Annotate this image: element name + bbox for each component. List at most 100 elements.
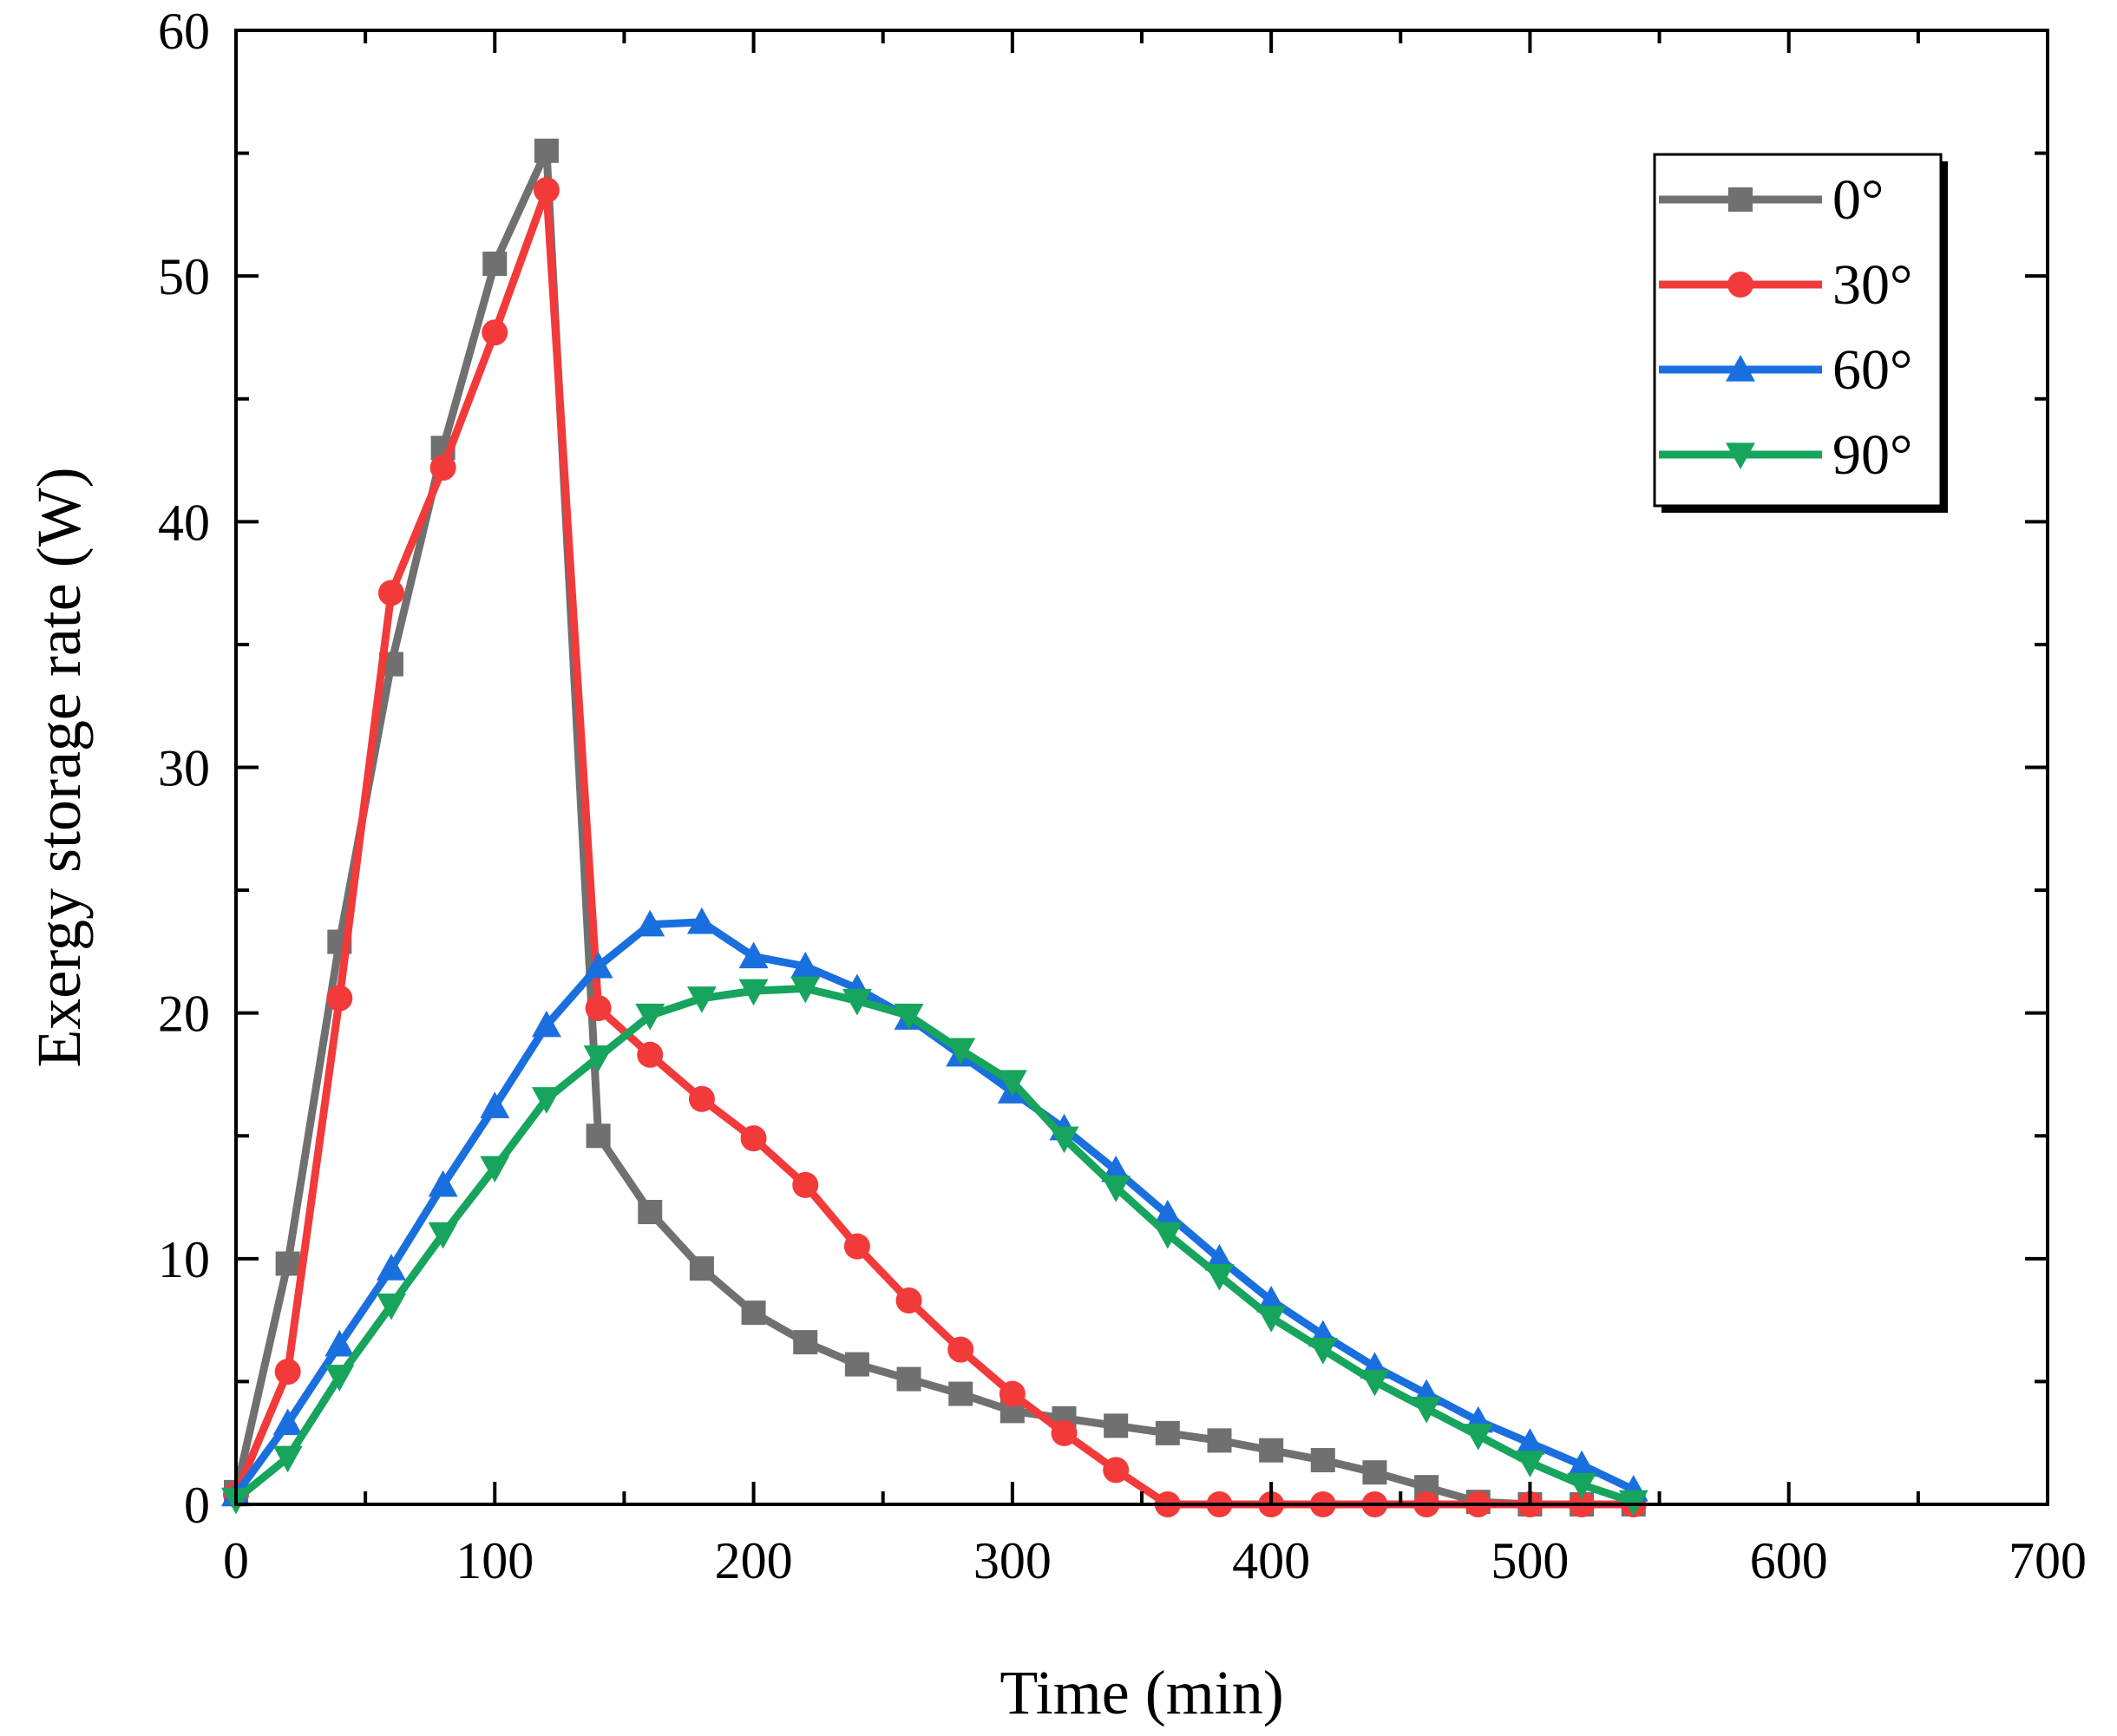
x-tick-label: 600 [1750, 1532, 1828, 1589]
data-point [895, 1287, 922, 1313]
legend-label: 90° [1832, 423, 1912, 487]
data-point [531, 1087, 561, 1114]
data-point [844, 1352, 869, 1377]
data-point [1515, 1451, 1545, 1477]
y-tick-label: 20 [158, 986, 210, 1043]
x-tick-label: 700 [2009, 1532, 2087, 1589]
legend-label: 0° [1832, 168, 1884, 232]
ticks-layer [234, 29, 2049, 1506]
data-point [686, 986, 717, 1013]
y-tick-label: 0 [184, 1477, 210, 1534]
legend-item: 60° [1659, 338, 1912, 402]
data-point [790, 976, 821, 1004]
data-point [1155, 1420, 1180, 1445]
data-point [686, 907, 717, 934]
data-point [480, 1091, 510, 1118]
x-tick-label: 0 [223, 1532, 249, 1589]
data-point [482, 319, 508, 346]
data-point [1463, 1424, 1493, 1451]
data-point [326, 985, 353, 1012]
data-point [1204, 1264, 1235, 1291]
data-point [1204, 1243, 1235, 1271]
legend-marker [1727, 272, 1753, 298]
x-tick-label: 400 [1232, 1532, 1310, 1589]
legend-marker [1726, 355, 1755, 382]
data-point [585, 995, 612, 1022]
data-point [377, 580, 404, 606]
y-tick-label: 10 [158, 1231, 210, 1288]
data-point [272, 1408, 303, 1436]
legend-marker [1728, 187, 1753, 212]
data-point [1104, 1413, 1129, 1438]
legend-items: 0° 30° 60° 90° [1659, 168, 1912, 487]
data-point [586, 1123, 611, 1149]
data-point [896, 1366, 921, 1392]
legend-item: 30° [1659, 253, 1912, 317]
data-point [324, 1365, 355, 1392]
data-point [793, 1330, 818, 1355]
legend: 0° 30° 60° 90° [1653, 153, 1948, 513]
data-point [534, 138, 559, 163]
series-triangle-down [221, 976, 1648, 1517]
y-tick-label: 40 [158, 494, 210, 551]
data-point [1567, 1450, 1597, 1477]
x-tick-label: 100 [456, 1532, 534, 1589]
data-point [428, 1222, 458, 1249]
data-point [635, 1003, 665, 1031]
data-point [376, 1254, 406, 1281]
data-point [1308, 1338, 1338, 1365]
legend-item: 0° [1659, 168, 1884, 232]
x-tick-label: 200 [715, 1532, 793, 1589]
data-point [275, 1251, 300, 1276]
data-point [583, 951, 613, 979]
data-point [1101, 1176, 1131, 1202]
data-point [792, 1171, 819, 1198]
data-point [1207, 1428, 1232, 1453]
data-point [428, 1169, 458, 1197]
y-axis-title: Exergy storage rate (W) [24, 467, 94, 1067]
data-point [946, 1038, 976, 1065]
data-point [376, 1294, 406, 1320]
data-point [324, 1329, 355, 1357]
data-point [274, 1359, 301, 1386]
data-point [583, 1045, 613, 1072]
data-point [1152, 1222, 1183, 1249]
y-tick-label: 30 [158, 740, 210, 797]
data-point [842, 988, 872, 1016]
data-point [738, 941, 769, 969]
data-point [533, 177, 560, 204]
x-axis-title: Time (min) [1000, 1658, 1283, 1727]
data-point [947, 1336, 974, 1363]
data-point [1362, 1460, 1387, 1485]
legend-item: 90° [1659, 423, 1912, 487]
data-point [531, 1010, 561, 1038]
series-line [232, 147, 1634, 1509]
data-point [1103, 1457, 1130, 1484]
data-point [1259, 1438, 1284, 1463]
data-point [480, 1156, 510, 1183]
data-point [637, 1041, 664, 1068]
data-point [740, 1125, 767, 1152]
data-point [999, 1380, 1026, 1407]
data-point [1360, 1369, 1390, 1397]
data-point [738, 979, 769, 1006]
tick-labels: 0 100 200 300 400 500 600 700 0 10 20 30 40 50 60 [158, 3, 2087, 1589]
data-point [272, 1445, 303, 1473]
data-point [689, 1256, 714, 1281]
data-point [1152, 1199, 1183, 1227]
legend-marker [1726, 442, 1755, 469]
x-tick-label: 500 [1491, 1532, 1569, 1589]
legend-label: 30° [1832, 253, 1912, 317]
data-point [638, 1200, 663, 1225]
legend-box [1653, 153, 1943, 508]
data-point [482, 252, 508, 277]
data-point [997, 1070, 1027, 1097]
data-point [1567, 1472, 1597, 1500]
series-line [233, 984, 1635, 1506]
y-tick-label: 50 [158, 248, 210, 305]
x-tick-label: 300 [973, 1532, 1052, 1589]
data-point [1049, 1126, 1079, 1154]
data-point [635, 909, 665, 937]
data-point [429, 455, 456, 481]
